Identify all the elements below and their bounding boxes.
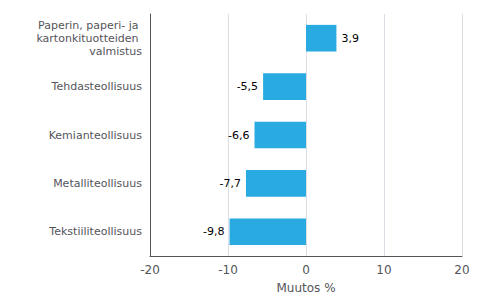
svg-text:-6,6: -6,6 (228, 129, 249, 142)
svg-text:Kemianteollisuus: Kemianteollisuus (49, 129, 143, 142)
svg-text:kartonkituotteiden: kartonkituotteiden (36, 32, 142, 45)
svg-text:Metalliteollisuus: Metalliteollisuus (53, 177, 142, 190)
svg-text:0: 0 (302, 263, 310, 277)
svg-text:Tekstiiliteollisuus: Tekstiiliteollisuus (48, 225, 142, 238)
svg-text:10: 10 (376, 263, 391, 277)
svg-text:20: 20 (454, 263, 469, 277)
svg-text:-20: -20 (140, 263, 160, 277)
svg-text:Paperin, paperi- ja: Paperin, paperi- ja (38, 19, 142, 32)
svg-text:3,9: 3,9 (341, 32, 359, 45)
svg-text:-9,8: -9,8 (203, 225, 224, 238)
svg-text:-7,7: -7,7 (219, 177, 240, 190)
svg-text:-5,5: -5,5 (237, 80, 258, 93)
svg-text:Muutos %: Muutos % (276, 281, 335, 295)
svg-text:Tehdasteollisuus: Tehdasteollisuus (51, 80, 143, 93)
svg-text:-10: -10 (218, 263, 238, 277)
svg-text:valmistus: valmistus (89, 45, 142, 58)
